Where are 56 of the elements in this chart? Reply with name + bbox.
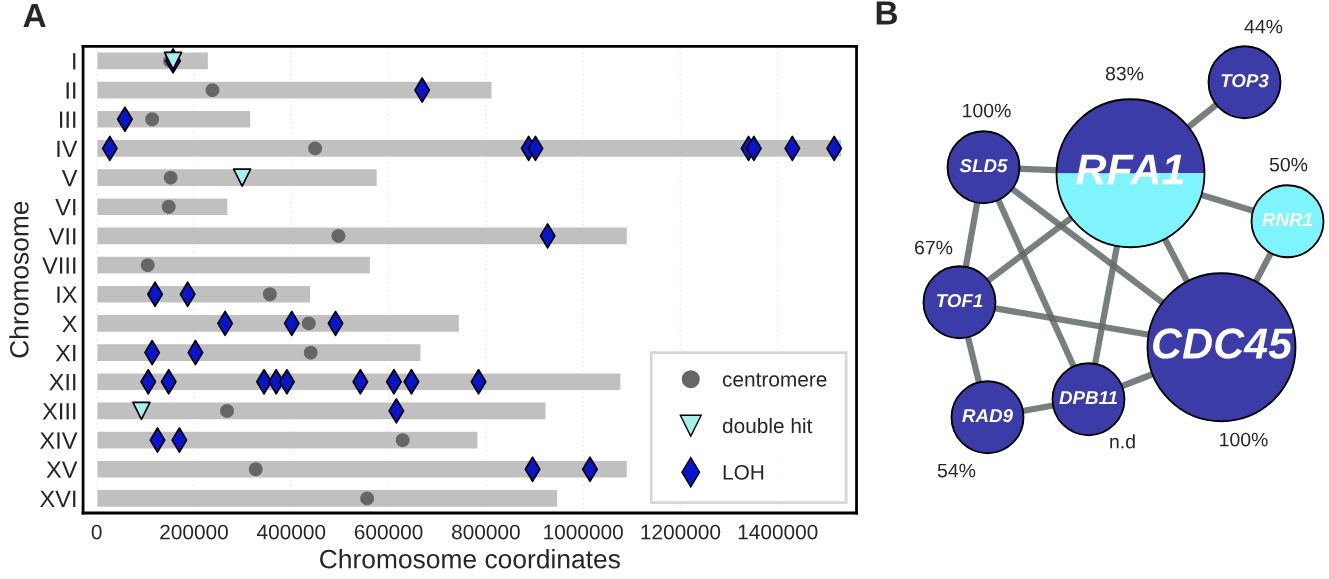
text: B	[876, 1, 898, 25]
legend-label: centromere	[722, 373, 827, 387]
category-label: SLD5	[959, 159, 1008, 173]
data-label: 83%	[1105, 66, 1144, 81]
category-label: TOF1	[937, 294, 983, 308]
bar	[95, 197, 229, 217]
data-label: 54%	[937, 463, 976, 478]
data-label: 50%	[1269, 157, 1308, 172]
y-tick-label: IV	[57, 140, 78, 157]
bar	[95, 255, 372, 275]
x-tick-label: 0	[91, 524, 102, 540]
x-tick-label: 600000	[354, 524, 423, 540]
bar	[95, 167, 379, 188]
y-tick-label: VII	[48, 228, 76, 245]
legend-label: double hit	[722, 417, 813, 434]
y-tick-label: III	[60, 111, 76, 128]
category-label: CDC45	[1153, 328, 1293, 359]
bar	[95, 488, 559, 509]
data-label: 67%	[915, 240, 953, 255]
y-tick-label: XIV	[39, 432, 78, 449]
data-label: 100%	[963, 103, 1011, 118]
category-label: TOP3	[1221, 73, 1269, 88]
bar	[95, 226, 629, 246]
category-label: RAD9	[962, 409, 1013, 423]
bar	[95, 80, 493, 100]
x-tick-label: 1200000	[641, 524, 721, 540]
y-tick-label: XII	[49, 374, 76, 391]
y-tick-label: XI	[55, 344, 76, 362]
data-label: 100%	[1220, 432, 1268, 447]
chart-title: A	[23, 4, 46, 28]
bar	[95, 430, 479, 450]
y-tick-label: IX	[57, 286, 78, 303]
y-tick-label: XIII	[42, 403, 76, 420]
x-tick-label: 1400000	[738, 524, 818, 540]
x-tick-label: 800000	[452, 524, 520, 540]
y-axis-title: Chromosome	[9, 201, 29, 358]
y-tick-label: VIII	[42, 257, 76, 274]
x-tick-label: 1000000	[544, 524, 623, 540]
bar	[95, 459, 629, 479]
y-tick-label: I	[73, 53, 76, 70]
data-label: n.d	[1110, 434, 1135, 449]
x-axis-title: Chromosome coordinates	[320, 549, 620, 569]
bar	[95, 342, 422, 363]
y-tick-label: II	[66, 82, 76, 99]
category-label: RNR1	[1262, 213, 1313, 227]
y-tick-label: X	[62, 315, 78, 332]
data-label: 44%	[1244, 19, 1283, 34]
y-tick-label: V	[61, 169, 78, 187]
legend-label: LOH	[723, 464, 764, 480]
category-label: DPB11	[1059, 391, 1118, 405]
y-tick-label: VI	[55, 199, 76, 216]
y-tick-label: XVI	[39, 490, 76, 507]
bar	[95, 401, 547, 421]
x-tick-label: 200000	[160, 524, 228, 540]
y-tick-label: XV	[46, 461, 78, 478]
x-tick-label: 400000	[256, 524, 326, 540]
